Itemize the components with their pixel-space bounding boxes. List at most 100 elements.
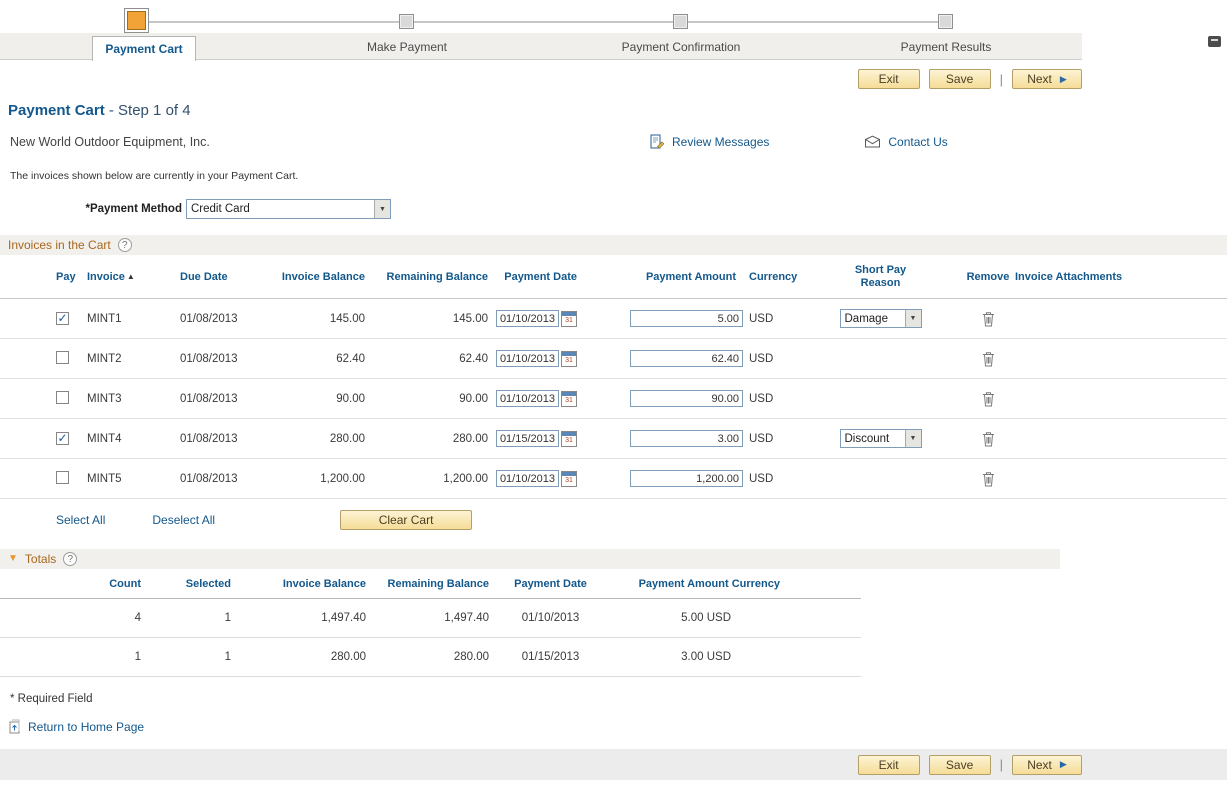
band-corner-icon[interactable] [1208, 36, 1221, 47]
remove-invoice-button[interactable] [982, 471, 995, 487]
short-pay-reason-select[interactable]: Discount ▼ [839, 429, 922, 448]
totals-row: 4 1 1,497.40 1,497.40 01/10/2013 5.00 US… [0, 599, 861, 638]
calendar-icon[interactable] [561, 350, 577, 367]
totals-payment-amount-currency: 3.00 USD [681, 651, 731, 663]
col-header-selected: Selected [185, 577, 231, 590]
pay-checkbox[interactable] [56, 432, 69, 445]
currency: USD [749, 432, 774, 445]
invoices-section-title: Invoices in the Cart [8, 238, 111, 252]
review-messages-link[interactable]: Review Messages [650, 134, 769, 149]
pay-checkbox[interactable] [56, 470, 69, 484]
totals-section-title: Totals [24, 552, 57, 566]
short-pay-reason-value: Damage [844, 312, 888, 325]
payment-method-select[interactable]: Credit Card ▼ [186, 199, 391, 219]
totals-remaining-balance: 1,497.40 [444, 612, 489, 624]
pay-checkbox[interactable] [56, 390, 69, 404]
next-button[interactable]: Next ▶ [1012, 69, 1082, 89]
payment-date-input[interactable]: 01/10/2013 [496, 350, 559, 367]
save-button[interactable]: Save [928, 69, 991, 89]
currency: USD [749, 352, 774, 365]
payment-amount-input[interactable]: 62.40 [630, 350, 743, 367]
payment-amount-input[interactable]: 1,200.00 [630, 470, 743, 487]
totals-row: 1 1 280.00 280.00 01/15/2013 3.00 USD [0, 638, 861, 677]
review-messages-icon [650, 134, 665, 149]
col-header-invoice-balance: Invoice Balance [282, 577, 366, 590]
help-icon[interactable]: ? [63, 552, 78, 566]
invoice-id: MINT1 [87, 312, 122, 325]
payment-date-input[interactable]: 01/10/2013 [496, 470, 559, 487]
required-field-note: * Required Field [10, 693, 93, 705]
col-header-payment-date: Payment Date [504, 270, 577, 283]
col-header-due-date: Due Date [180, 270, 228, 283]
totals-payment-date: 01/15/2013 [521, 651, 580, 663]
trash-icon [982, 391, 994, 406]
payment-date-input[interactable]: 01/10/2013 [496, 310, 559, 327]
invoice-balance: 145.00 [329, 312, 365, 325]
col-header-invoice-balance: Invoice Balance [281, 270, 365, 283]
save-button[interactable]: Save [928, 754, 991, 775]
company-name: New World Outdoor Equipment, Inc. [10, 134, 210, 149]
payment-method-value: Credit Card [191, 203, 250, 215]
pay-checkbox[interactable] [56, 350, 69, 364]
invoice-row: MINT4 01/08/2013 280.00 280.00 01/15/201… [0, 419, 1227, 459]
payment-date-input[interactable]: 01/15/2013 [496, 430, 559, 447]
payment-amount-input[interactable]: 3.00 [630, 430, 743, 447]
step-square [673, 14, 688, 29]
remaining-balance: 1,200.00 [443, 472, 488, 485]
col-header-remaining-balance: Remaining Balance [387, 577, 489, 590]
short-pay-reason-select[interactable]: Damage ▼ [839, 309, 922, 328]
calendar-icon[interactable] [561, 310, 577, 327]
return-home-row: Return to Home Page [0, 719, 1227, 735]
totals-payment-date: 01/10/2013 [521, 612, 580, 624]
col-header-payment-amount: Payment Amount [645, 270, 736, 283]
totals-count: 4 [134, 612, 141, 624]
payment-date-input[interactable]: 01/10/2013 [496, 390, 559, 407]
remove-invoice-button[interactable] [982, 311, 995, 327]
return-home-link[interactable]: Return to Home Page [8, 719, 144, 734]
pay-checkbox[interactable] [56, 312, 69, 325]
remaining-balance: 280.00 [452, 432, 488, 445]
remove-invoice-button[interactable] [982, 431, 995, 447]
exit-button[interactable]: Exit [857, 69, 920, 89]
col-header-invoice[interactable]: Invoice ▲ [85, 271, 170, 283]
invoice-balance: 90.00 [336, 392, 365, 405]
currency: USD [749, 312, 774, 325]
deselect-all-link[interactable]: Deselect All [152, 513, 216, 527]
trash-icon [982, 311, 994, 326]
calendar-icon[interactable] [561, 470, 577, 487]
totals-selected: 1 [224, 612, 231, 624]
exit-button[interactable]: Exit [857, 754, 920, 775]
clear-cart-button[interactable]: Clear Cart [340, 510, 473, 530]
due-date: 01/08/2013 [180, 472, 238, 485]
due-date: 01/08/2013 [180, 392, 238, 405]
totals-section-header: ▼ Totals ? [0, 549, 1060, 569]
invoice-balance: 62.40 [336, 352, 365, 365]
invoice-balance: 1,200.00 [320, 472, 365, 485]
calendar-icon[interactable] [561, 430, 577, 447]
contact-us-label: Contact Us [888, 134, 948, 149]
invoice-row: MINT2 01/08/2013 62.40 62.40 01/10/2013 … [0, 339, 1227, 379]
due-date: 01/08/2013 [180, 432, 238, 445]
select-all-link[interactable]: Select All [56, 513, 106, 527]
contact-us-link[interactable]: Contact Us [864, 134, 948, 149]
remove-invoice-button[interactable] [982, 391, 995, 407]
next-button[interactable]: Next ▶ [1012, 754, 1082, 775]
collapse-triangle-icon[interactable]: ▼ [8, 553, 18, 564]
step-square [399, 14, 414, 29]
payment-amount-input[interactable]: 5.00 [630, 310, 743, 327]
remaining-balance: 62.40 [459, 352, 488, 365]
invoice-row: MINT5 01/08/2013 1,200.00 1,200.00 01/10… [0, 459, 1227, 499]
short-pay-reason-value: Discount [844, 432, 890, 445]
page-title-main: Payment Cart [8, 102, 105, 119]
next-button-label: Next [1027, 72, 1052, 86]
instructions-text: The invoices shown below are currently i… [10, 170, 299, 182]
col-header-remaining-balance: Remaining Balance [386, 270, 488, 283]
company-row: New World Outdoor Equipment, Inc. Review… [0, 133, 1082, 150]
calendar-icon[interactable] [561, 390, 577, 407]
totals-payment-amount-currency: 5.00 USD [681, 612, 731, 624]
payment-amount-input[interactable]: 90.00 [630, 390, 743, 407]
sort-ascending-icon: ▲ [126, 272, 135, 281]
col-header-payment-amount-currency: Payment Amount Currency [638, 577, 780, 590]
remove-invoice-button[interactable] [982, 351, 995, 367]
help-icon[interactable]: ? [117, 238, 132, 252]
